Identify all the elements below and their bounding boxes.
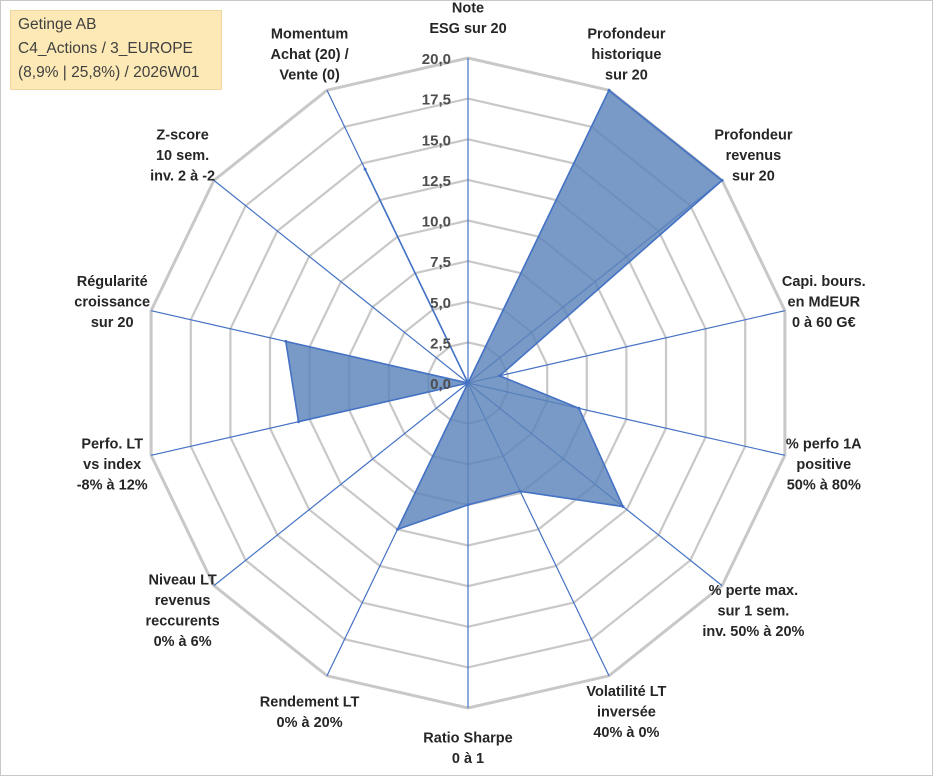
axis-label: Capi. bours. en MdEUR 0 à 60 G€ [782,274,866,331]
axis-label-line: 0% à 20% [277,715,343,731]
data-point [396,527,399,531]
data-point [466,503,470,507]
axis-label-line: historique [591,47,661,63]
axis-label-line: 40% à 0% [593,725,659,741]
performance-period-text: (8,9% | 25,8%) / 2026W01 [18,64,200,81]
axis-label-line: revenus [155,593,211,609]
axis-label: Régularité croissance sur 20 [74,274,150,331]
axis-label-line: sur 20 [91,315,134,331]
axis-label-line: -8% à 12% [77,478,148,494]
axis-label-line: Achat (20) / [271,47,349,63]
axis-spoke [213,179,469,384]
axis-label: Ratio Sharpe 0 à 1 [423,731,512,768]
company-name: Getinge AB [18,16,97,33]
axis-label-line: Vente (0) [279,67,340,83]
axis-label: Rendement LT 0% à 20% [260,694,360,731]
axis-label-line: reccurents [146,614,220,630]
axis-label: Volatilité LT inversée 40% à 0% [586,684,666,741]
axis-label-line: 0% à 6% [154,634,212,650]
axis-label-line: vs index [83,457,141,473]
axis-label-line: Rendement LT [260,694,360,710]
axis-label-line: Perfo. LT [81,437,143,453]
axis-label: Perfo. LT vs index -8% à 12% [77,437,148,494]
tick-label: 10,0 [422,214,451,231]
axis-label-line: Profondeur [714,128,792,144]
data-point [284,339,288,343]
axis-label-line: ESG sur 20 [429,21,506,37]
axis-label-line: sur 20 [605,67,648,83]
data-point [621,505,625,509]
data-point [518,489,522,493]
axis-labels: Note ESG sur 20 Profondeur historique sur 20… [74,1,865,768]
tick-label: 5,0 [430,295,451,312]
axis-label-line: 0 à 1 [452,751,484,767]
tick-label: 7,5 [430,254,451,271]
tick-label: 17,5 [422,92,451,109]
axis-spoke [467,310,786,384]
data-point [720,178,724,182]
axis-label-line: Note [452,1,484,17]
tick-label: 12,5 [422,173,451,190]
axis-label: Note ESG sur 20 [429,1,506,38]
axis-label: Niveau LT revenus reccurents 0% à 6% [146,573,220,651]
axis-label: % perte max. sur 1 sem. inv. 50% à 20% [702,583,804,640]
series-area [284,89,723,531]
axis-label-line: 10 sem. [156,148,209,164]
axis-label-line: % perfo 1A [786,437,862,453]
tick-label: 20,0 [422,51,451,68]
data-point [466,381,470,385]
tick-labels: 0,0 2,5 5,0 7,5 10,0 12,5 15,0 17,5 20,0 [422,51,451,393]
axis-label: % perfo 1A positive 50% à 80% [786,437,862,494]
axis-label-line: Profondeur [587,26,665,42]
axis-label-line: 0 à 60 G€ [792,315,856,331]
axis-label: Profondeur revenus sur 20 [714,128,792,185]
axis-label-line: Momentum [271,26,348,42]
data-point [498,374,502,378]
axis-label: Profondeur historique sur 20 [587,26,665,83]
tick-label: 2,5 [430,335,451,352]
data-point [363,167,367,171]
tick-label: 0,0 [430,376,451,393]
axis-label-line: sur 1 sem. [718,603,790,619]
axis-label-line: sur 20 [732,169,775,185]
axis-label-line: Capi. bours. [782,274,866,290]
axis-label-line: Ratio Sharpe [423,731,512,747]
axis-label-line: en MdEUR [788,295,861,311]
series-layer [284,88,724,531]
info-box: Getinge AB C4_Actions / 3_EUROPE (8,9% |… [10,10,222,90]
axis-label-line: revenus [726,148,782,164]
axis-label-line: Niveau LT [148,573,216,589]
data-point [607,88,611,92]
axis-label: Z-score 10 sem. inv. 2 à -2 [150,128,215,185]
data-point [297,420,300,424]
axis-spoke [213,382,469,587]
axis-label-line: inv. 50% à 20% [702,624,804,640]
axis-label-line: positive [796,457,851,473]
axis-label-line: % perte max. [709,583,798,599]
axis-label-line: Régularité [77,274,148,290]
data-point [577,406,581,410]
axis-label: Momentum Achat (20) / Vente (0) [271,26,349,83]
axis-label-line: inversée [597,705,656,721]
axis-label-line: croissance [74,295,150,311]
axis-label-line: 50% à 80% [787,478,861,494]
category-text: C4_Actions / 3_EUROPE [18,40,193,57]
tick-label: 15,0 [422,132,451,149]
axis-label-line: Volatilité LT [586,684,666,700]
axis-label-line: Z-score [156,128,208,144]
axis-label-line: inv. 2 à -2 [150,169,215,185]
